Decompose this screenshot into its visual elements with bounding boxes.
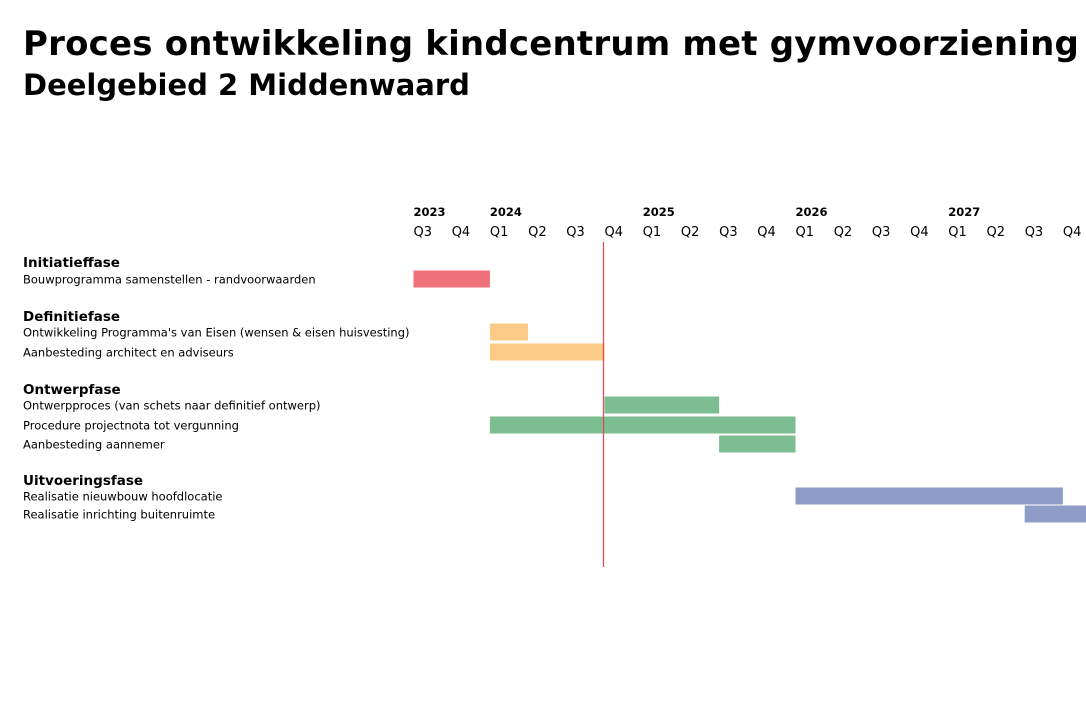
quarter-label: Q2 — [987, 225, 1006, 240]
quarter-label: Q4 — [452, 225, 471, 240]
task-label: Realisatie inrichting buitenruimte — [23, 508, 215, 522]
task-label: Realisatie nieuwbouw hoofdlocatie — [23, 490, 223, 504]
quarter-label: Q3 — [566, 225, 585, 240]
quarter-label: Q3 — [414, 225, 433, 240]
task-label: Aanbesteding architect en adviseurs — [23, 346, 234, 360]
quarter-label: Q1 — [490, 225, 509, 240]
phase-label: Definitiefase — [23, 309, 120, 325]
task-bar — [489, 416, 796, 434]
quarter-label: Q4 — [1063, 225, 1082, 240]
year-label: 2026 — [796, 205, 828, 219]
task-bar — [1024, 505, 1086, 523]
quarter-label: Q4 — [910, 225, 929, 240]
chart-subtitle: Deelgebied 2 Middenwaard — [23, 68, 470, 102]
quarter-label: Q1 — [643, 225, 662, 240]
phase-label: Initiatieffase — [23, 255, 120, 271]
quarter-label: Q4 — [757, 225, 776, 240]
task-label: Ontwerpproces (van schets naar definitie… — [23, 399, 321, 413]
quarter-label: Q2 — [528, 225, 547, 240]
year-label: 2023 — [414, 205, 446, 219]
phase-label: Uitvoeringsfase — [23, 473, 143, 489]
quarter-label: Q3 — [719, 225, 738, 240]
task-bar — [604, 396, 720, 414]
quarter-label: Q3 — [872, 225, 891, 240]
task-bar — [719, 435, 796, 453]
task-label: Procedure projectnota tot vergunning — [23, 419, 239, 433]
quarter-label: Q4 — [605, 225, 624, 240]
task-label: Ontwikkeling Programma's van Eisen (wens… — [23, 326, 410, 340]
task-label: Aanbesteding aannemer — [23, 438, 165, 452]
task-bar — [489, 343, 605, 361]
task-bar — [413, 270, 490, 288]
task-bar — [489, 323, 529, 341]
chart-title: Proces ontwikkeling kindcentrum met gymv… — [23, 24, 1080, 64]
task-label: Bouwprogramma samenstellen - randvoorwaa… — [23, 273, 316, 287]
year-label: 2024 — [490, 205, 522, 219]
quarter-label: Q3 — [1025, 225, 1044, 240]
phase-label: Ontwerpfase — [23, 382, 121, 398]
quarter-label: Q1 — [948, 225, 967, 240]
year-label: 2027 — [948, 205, 980, 219]
quarter-label: Q2 — [834, 225, 853, 240]
year-label: 2025 — [643, 205, 675, 219]
quarter-label: Q1 — [796, 225, 815, 240]
quarter-label: Q2 — [681, 225, 700, 240]
task-bar — [795, 487, 1063, 505]
